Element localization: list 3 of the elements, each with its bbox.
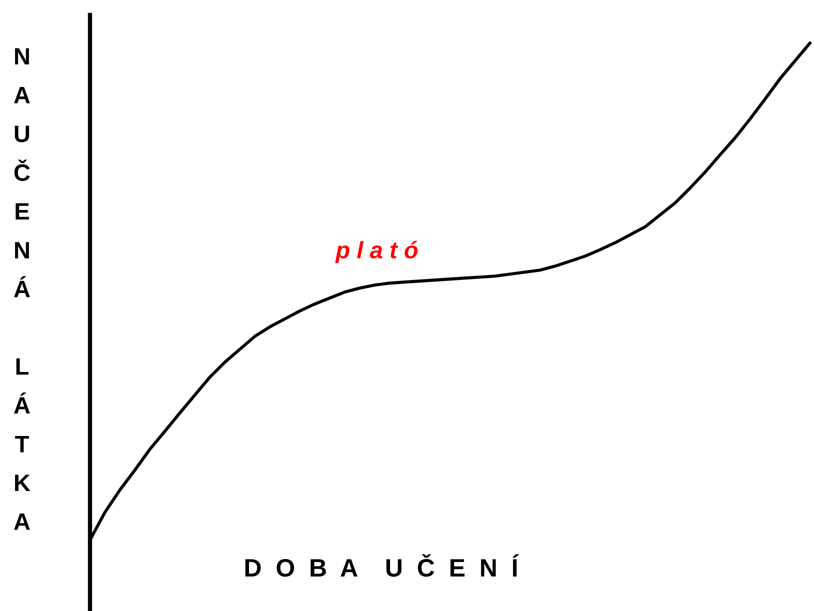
text: NAUČENÁ LÁTKA bbox=[14, 48, 30, 530]
annotation: p l a t ó bbox=[335, 240, 418, 264]
x-axis-title: D O B A U Č E N Í bbox=[245, 554, 519, 577]
